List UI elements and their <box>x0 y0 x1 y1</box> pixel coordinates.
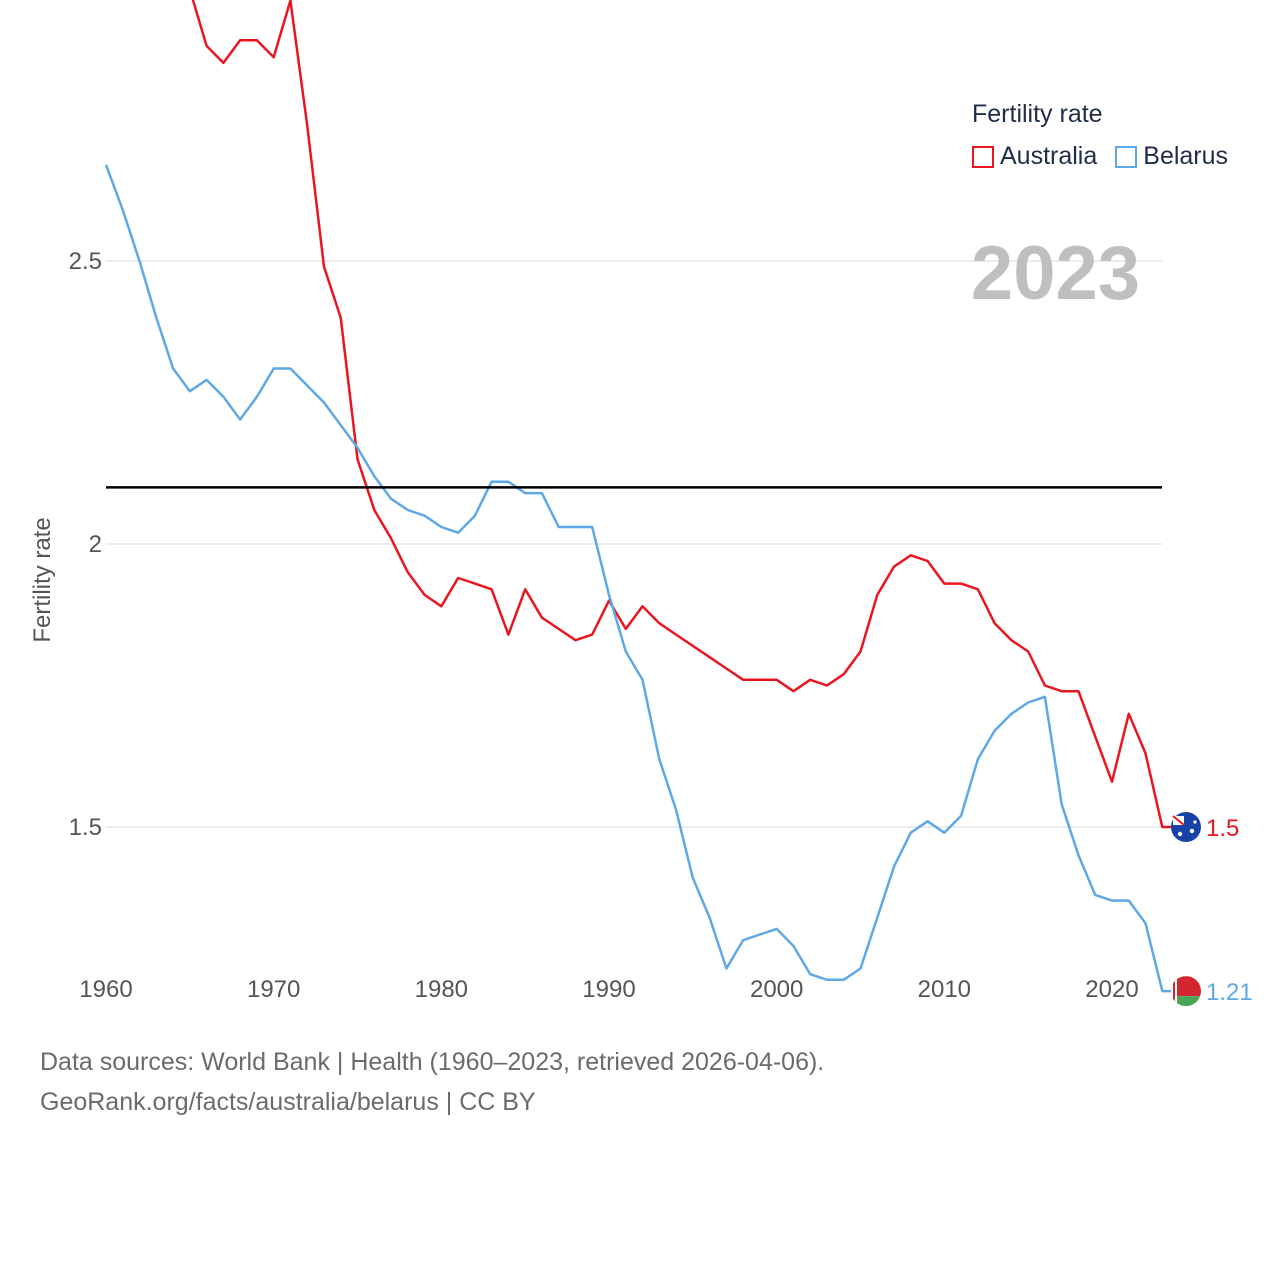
star-mark <box>1193 820 1197 824</box>
legend-label-belarus: Belarus <box>1143 142 1229 170</box>
x-tick-label: 1980 <box>415 976 468 1003</box>
flag-green-band <box>1171 996 1201 1007</box>
legend-label-australia: Australia <box>1000 142 1098 170</box>
x-tick-label: 2010 <box>918 976 971 1003</box>
star-mark <box>1177 831 1183 837</box>
end-marker-australia <box>1171 812 1201 842</box>
x-tick-label: 1960 <box>79 976 132 1003</box>
legend-title: Fertility rate <box>972 100 1103 128</box>
x-tick-label: 2020 <box>1085 976 1138 1003</box>
flag-red-band <box>1171 976 1201 997</box>
legend: Australia Belarus <box>972 142 1246 171</box>
gridlines <box>106 260 1162 828</box>
footer-link[interactable]: GeoRank.org/facts/australia/belarus | CC… <box>40 1088 536 1116</box>
end-marker-belarus <box>1171 976 1201 1007</box>
series-lines <box>104 0 1175 993</box>
legend-swatch-australia <box>972 145 994 168</box>
y-axis-ticks: 1.522.533.5 <box>69 248 102 841</box>
footer-sources: Data sources: World Bank | Health (1960–… <box>40 1048 825 1076</box>
y-tick-label: 2 <box>89 531 102 558</box>
footer: Data sources: World Bank | Health (1960–… <box>40 1042 824 1122</box>
legend-item-australia[interactable]: Australia <box>972 142 1097 171</box>
y-tick-label: 1.5 <box>69 814 102 841</box>
y-axis-label: Fertility rate <box>29 517 56 642</box>
x-tick-label: 2000 <box>750 976 803 1003</box>
union-jack-cross <box>1172 815 1185 826</box>
y-tick-label: 2.5 <box>69 248 102 275</box>
x-tick-label: 1970 <box>247 976 300 1003</box>
end-value-label-belarus: 1.21 <box>1206 979 1253 1006</box>
x-axis-ticks: 1960 1970 1980 1990 2000 2010 2020 <box>79 976 1138 1003</box>
year-label: 2023 <box>970 231 1140 316</box>
legend-item-belarus[interactable]: Belarus <box>1115 142 1228 171</box>
legend-swatch-belarus <box>1115 145 1138 168</box>
end-value-label-australia: 1.5 <box>1206 815 1239 842</box>
belarus-flag-icon <box>1171 976 1201 1007</box>
series-line-belarus <box>104 164 1175 993</box>
end-markers: 1.5 1.21 <box>1171 812 1253 1007</box>
star-mark <box>1189 828 1195 834</box>
x-tick-label: 1990 <box>582 976 635 1003</box>
series-line-australia <box>191 0 1175 829</box>
flag-ornament-pattern <box>1173 979 1175 1004</box>
